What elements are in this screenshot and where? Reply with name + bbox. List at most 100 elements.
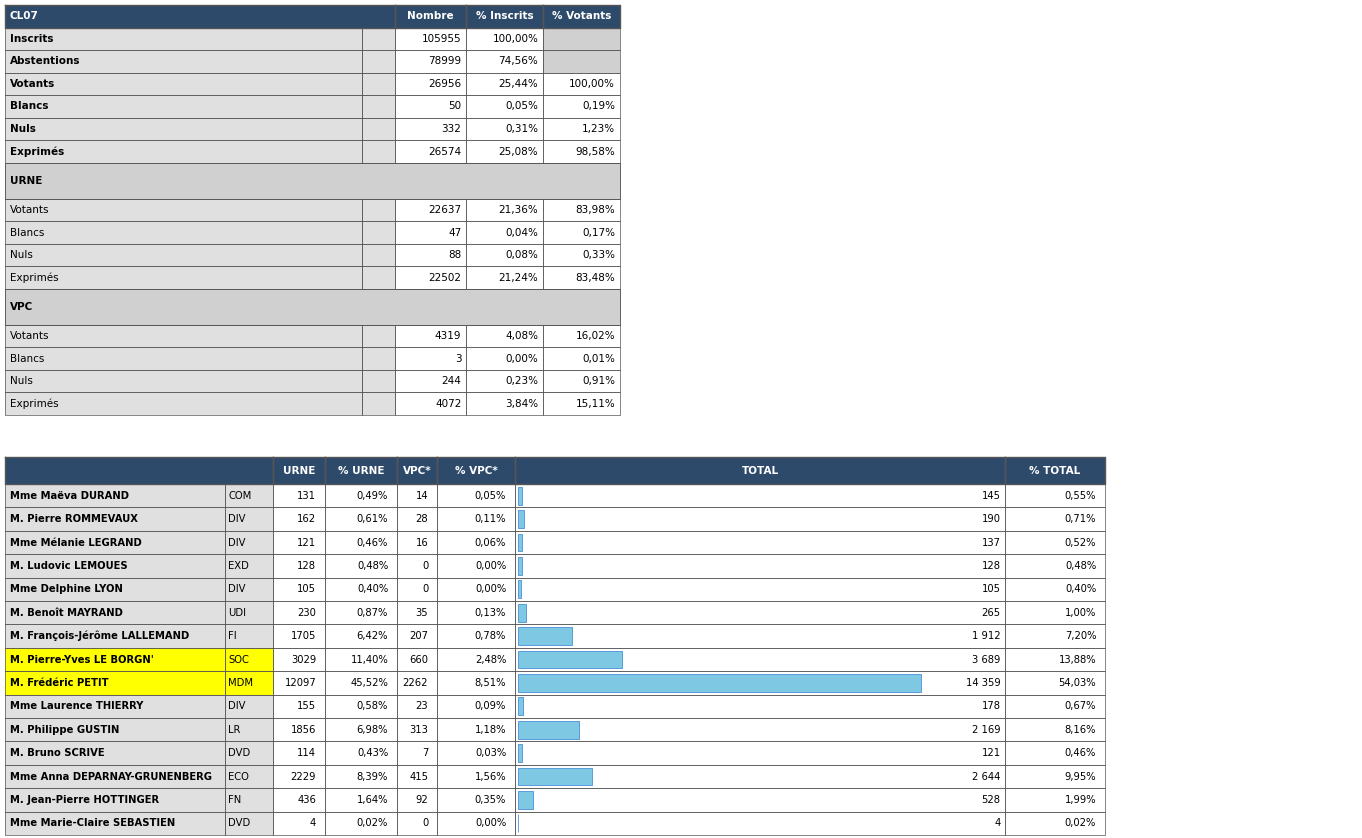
Polygon shape	[519, 557, 522, 575]
Polygon shape	[326, 457, 396, 484]
Polygon shape	[543, 347, 620, 370]
Polygon shape	[5, 347, 362, 370]
Text: 128: 128	[982, 561, 1001, 571]
Text: SOC: SOC	[229, 654, 249, 665]
Polygon shape	[1005, 530, 1105, 554]
Text: 1,18%: 1,18%	[475, 725, 507, 735]
Text: 0,11%: 0,11%	[475, 515, 507, 524]
Text: % TOTAL: % TOTAL	[1030, 466, 1080, 475]
Polygon shape	[272, 742, 326, 765]
Text: 0,06%: 0,06%	[475, 537, 507, 547]
Polygon shape	[395, 266, 466, 289]
Text: ECO: ECO	[229, 772, 249, 782]
Text: 0: 0	[422, 584, 428, 594]
Polygon shape	[515, 508, 1005, 530]
Polygon shape	[1005, 648, 1105, 671]
Text: 100,00%: 100,00%	[492, 34, 538, 44]
Text: 2 169: 2 169	[972, 725, 1001, 735]
Text: 660: 660	[409, 654, 428, 665]
Polygon shape	[5, 199, 362, 221]
Text: Mme Delphine LYON: Mme Delphine LYON	[11, 584, 124, 594]
Polygon shape	[466, 244, 543, 266]
Polygon shape	[395, 347, 466, 370]
Polygon shape	[326, 484, 396, 508]
Text: M. Frédéric PETIT: M. Frédéric PETIT	[11, 678, 109, 688]
Polygon shape	[5, 484, 225, 508]
Polygon shape	[515, 648, 1005, 671]
Polygon shape	[396, 671, 437, 695]
Polygon shape	[225, 648, 272, 671]
Polygon shape	[466, 118, 543, 140]
Polygon shape	[515, 765, 1005, 789]
Text: URNE: URNE	[10, 176, 42, 186]
Polygon shape	[1005, 601, 1105, 624]
Polygon shape	[395, 325, 466, 347]
Text: 88: 88	[448, 250, 462, 260]
Polygon shape	[326, 671, 396, 695]
Polygon shape	[326, 742, 396, 765]
Polygon shape	[5, 266, 362, 289]
Text: M. Philippe GUSTIN: M. Philippe GUSTIN	[11, 725, 120, 735]
Text: 83,98%: 83,98%	[575, 205, 616, 215]
Polygon shape	[5, 624, 225, 648]
Polygon shape	[466, 266, 543, 289]
Polygon shape	[362, 50, 395, 73]
Text: 0,08%: 0,08%	[505, 250, 538, 260]
Polygon shape	[437, 484, 515, 508]
Text: 25,08%: 25,08%	[498, 147, 538, 157]
Text: 16: 16	[415, 537, 428, 547]
Text: UDI: UDI	[229, 608, 247, 618]
Text: Nombre: Nombre	[407, 11, 454, 21]
Polygon shape	[519, 791, 533, 809]
Text: 8,16%: 8,16%	[1065, 725, 1096, 735]
Polygon shape	[466, 392, 543, 415]
Text: 1,23%: 1,23%	[582, 124, 616, 134]
Text: DIV: DIV	[229, 701, 245, 711]
Text: 12097: 12097	[285, 678, 316, 688]
Polygon shape	[466, 221, 543, 244]
Text: 92: 92	[415, 795, 428, 805]
Polygon shape	[5, 577, 225, 601]
Text: Mme Marie-Claire SEBASTIEN: Mme Marie-Claire SEBASTIEN	[11, 818, 176, 828]
Polygon shape	[5, 28, 362, 50]
Text: 0,31%: 0,31%	[505, 124, 538, 134]
Text: 128: 128	[297, 561, 316, 571]
Text: FI: FI	[229, 631, 237, 641]
Polygon shape	[5, 601, 225, 624]
Text: 1,64%: 1,64%	[357, 795, 388, 805]
Polygon shape	[272, 484, 326, 508]
Polygon shape	[543, 325, 620, 347]
Text: Exprimés: Exprimés	[10, 272, 59, 283]
Polygon shape	[272, 695, 326, 718]
Text: Abstentions: Abstentions	[10, 56, 80, 66]
Text: 1856: 1856	[291, 725, 316, 735]
Text: 0,71%: 0,71%	[1065, 515, 1096, 524]
Polygon shape	[5, 370, 362, 392]
Text: 3029: 3029	[291, 654, 316, 665]
Polygon shape	[395, 50, 466, 73]
Polygon shape	[1005, 789, 1105, 811]
Text: % Votants: % Votants	[552, 11, 612, 21]
Polygon shape	[5, 50, 362, 73]
Polygon shape	[272, 624, 326, 648]
Text: 78999: 78999	[428, 56, 462, 66]
Polygon shape	[1005, 554, 1105, 577]
Text: 4: 4	[311, 818, 316, 828]
Text: 0,49%: 0,49%	[357, 491, 388, 501]
Text: DIV: DIV	[229, 515, 245, 524]
Text: 155: 155	[297, 701, 316, 711]
Text: 1,00%: 1,00%	[1065, 608, 1096, 618]
Polygon shape	[519, 721, 579, 738]
Polygon shape	[395, 370, 466, 392]
Polygon shape	[272, 601, 326, 624]
Text: 0,46%: 0,46%	[1065, 748, 1096, 758]
Text: 190: 190	[982, 515, 1001, 524]
Text: 0,05%: 0,05%	[505, 101, 538, 111]
Polygon shape	[362, 96, 395, 118]
Polygon shape	[515, 718, 1005, 742]
Polygon shape	[225, 742, 272, 765]
Text: 8,39%: 8,39%	[357, 772, 388, 782]
Text: 1705: 1705	[291, 631, 316, 641]
Polygon shape	[225, 484, 272, 508]
Text: FN: FN	[229, 795, 241, 805]
